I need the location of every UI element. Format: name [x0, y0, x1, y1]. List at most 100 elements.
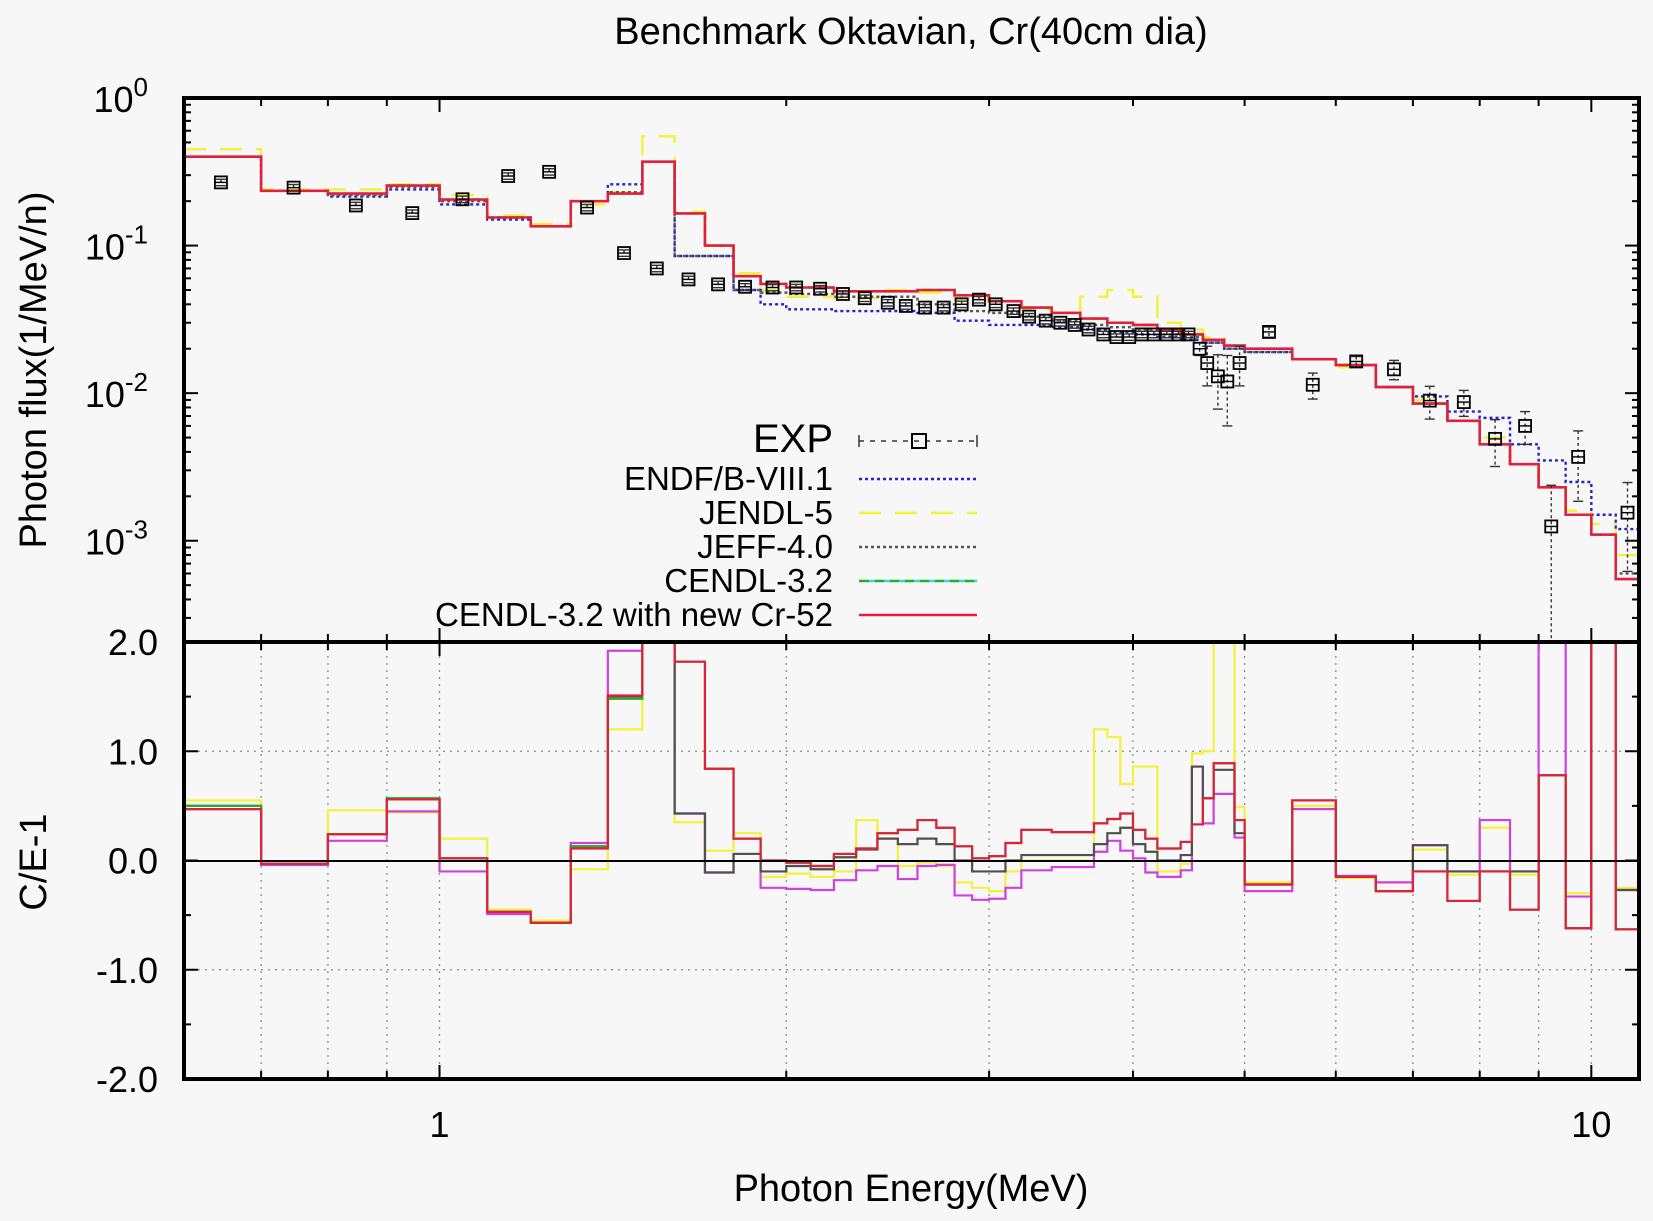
exp-point	[1262, 325, 1276, 339]
x-tick-label: 10	[1571, 1104, 1611, 1145]
legend-label: JENDL-5	[699, 494, 833, 531]
exp-point	[1220, 354, 1235, 427]
exp-point	[405, 206, 420, 220]
exp-point	[1081, 322, 1096, 337]
y-tick-label: 10-3	[85, 515, 148, 563]
legend-marker	[911, 433, 927, 449]
exp-point	[542, 164, 557, 179]
exp-marker	[542, 164, 557, 179]
y-tick-label: 0.0	[108, 841, 158, 882]
exp-point	[1181, 327, 1196, 342]
exp-marker	[1200, 356, 1215, 370]
exp-marker	[1192, 341, 1207, 356]
exp-marker	[738, 279, 752, 294]
exp-marker	[286, 180, 301, 195]
exp-marker	[1232, 356, 1247, 370]
exp-point	[348, 198, 363, 213]
exp-marker	[836, 287, 850, 301]
exp-point	[711, 277, 725, 292]
exp-marker	[649, 261, 664, 276]
exp-marker	[681, 272, 696, 287]
ratio-cendl-3-2-with-new-cr-52	[184, 642, 1639, 931]
ratio-y-tick-labels: 2.0 1.0 0.0 -1.0 -2.0	[96, 622, 158, 1100]
y-tick-label: -2.0	[96, 1059, 158, 1100]
x-tick-label: 1	[430, 1104, 450, 1145]
exp-marker	[1518, 419, 1533, 433]
ratio-jeff-4-0	[184, 642, 1639, 930]
exp-point	[1146, 327, 1161, 342]
legend-entry-exp: EXP	[753, 417, 978, 461]
flux-panel-frame	[182, 96, 1641, 644]
series-cendl-3-2	[184, 155, 1639, 581]
legend-label: CENDL-3.2 with new Cr-52	[435, 596, 833, 633]
x-tick-labels: 1 10	[430, 1104, 1612, 1145]
exp-point	[681, 272, 696, 287]
exp-point	[1067, 318, 1082, 332]
flux-y-tick-labels: 100 10-1 10-2 10-3	[85, 72, 148, 563]
exp-point	[1620, 481, 1635, 573]
legend-entry-jendl-5: JENDL-5	[699, 494, 977, 531]
exp-marker	[501, 169, 516, 183]
exp-marker	[1067, 318, 1082, 332]
x-axis-label: Photon Energy(MeV)	[734, 1168, 1089, 1210]
exp-marker	[711, 277, 725, 292]
exp-marker	[880, 295, 895, 310]
exp-marker	[898, 299, 913, 313]
exp-point	[898, 299, 913, 313]
exp-marker	[1544, 519, 1559, 534]
exp-point	[580, 200, 594, 215]
exp-marker	[1305, 377, 1320, 392]
exp-point	[455, 192, 470, 207]
y-tick-label: 10-2	[85, 367, 148, 415]
exp-marker	[954, 297, 969, 312]
step-line-jendl-5	[184, 135, 1639, 557]
exp-marker	[789, 280, 804, 295]
exp-point	[836, 287, 850, 301]
experiment-points	[214, 164, 1635, 642]
exp-marker	[455, 192, 470, 207]
exp-point	[649, 261, 664, 276]
axis-ticks	[184, 97, 1639, 1080]
exp-point	[1488, 418, 1502, 468]
exp-point	[1349, 354, 1364, 369]
exp-marker	[1262, 325, 1276, 339]
exp-marker	[1422, 393, 1437, 408]
exp-point	[1096, 327, 1111, 342]
step-line-cendl-3-2-with-new-cr-52	[184, 155, 1639, 581]
exp-point	[1456, 389, 1471, 418]
legend-entry-cendl-3-2: CENDL-3.2	[664, 562, 977, 599]
exp-marker	[1387, 362, 1401, 377]
legend-entry-endf-b-viii-1: ENDF/B-VIII.1	[624, 460, 977, 497]
exp-point	[765, 280, 780, 295]
exp-marker	[1488, 431, 1502, 446]
exp-point	[789, 280, 804, 295]
exp-marker	[1181, 327, 1196, 342]
exp-point	[214, 175, 228, 190]
ratio-line-jeff-4-0	[184, 642, 1639, 930]
exp-point	[1200, 345, 1215, 387]
exp-marker	[1220, 374, 1235, 389]
exp-point	[936, 300, 951, 315]
exp-marker	[918, 300, 933, 315]
exp-point	[1006, 304, 1021, 318]
exp-point	[880, 295, 895, 310]
y-tick-label: -1.0	[96, 950, 158, 991]
exp-point	[1387, 359, 1401, 381]
legend-label: EXP	[753, 417, 833, 461]
step-line-endf-b-viii-1	[184, 155, 1639, 531]
exp-marker	[1096, 327, 1111, 342]
series-jeff-4-0	[184, 155, 1639, 575]
step-line-cendl-3-2	[184, 155, 1639, 581]
ratio-panel-series	[184, 642, 1639, 931]
exp-marker	[813, 281, 827, 296]
y-tick-label: 100	[93, 72, 148, 120]
exp-point	[286, 180, 301, 195]
ratio-line-cendl-3-2-with-new-cr-52	[184, 642, 1639, 931]
exp-marker	[857, 291, 872, 306]
flux-y-axis-label: Photon flux(1/MeV/n)	[13, 192, 55, 549]
exp-marker	[1620, 505, 1635, 520]
ratio-endf-b-viii-1	[184, 642, 1639, 924]
legend-entry-cendl-3-2-with-new-cr-52: CENDL-3.2 with new Cr-52	[435, 596, 977, 633]
exp-point	[918, 300, 933, 315]
exp-marker	[214, 175, 228, 190]
